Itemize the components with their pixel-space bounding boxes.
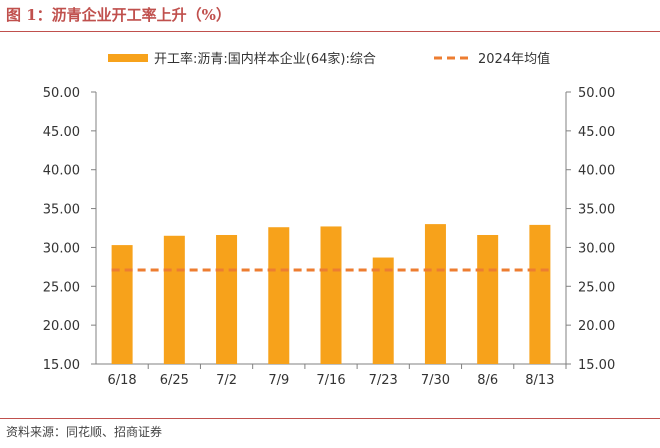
bar — [529, 224, 551, 364]
x-tick-label: 7/16 — [316, 373, 345, 388]
x-tick-label: 7/9 — [268, 373, 289, 388]
figure-title: 图 1：沥青企业开工率上升（%） — [6, 6, 231, 24]
bar — [424, 224, 446, 364]
legend-label-avg: 2024年均值 — [478, 51, 550, 67]
legend-label-bar: 开工率:沥青:国内样本企业(64家):综合 — [154, 51, 376, 67]
y-tick-label-left: 40.00 — [43, 164, 80, 179]
bar — [372, 257, 394, 364]
y-tick-label-right: 35.00 — [578, 203, 615, 218]
bar — [477, 234, 499, 364]
x-tick-label: 6/25 — [160, 373, 189, 388]
y-tick-label-left: 30.00 — [43, 241, 80, 256]
y-tick-label-right: 25.00 — [578, 280, 615, 295]
y-tick-label-left: 15.00 — [43, 358, 80, 373]
y-tick-label-right: 30.00 — [578, 241, 615, 256]
bottom-rule — [0, 418, 660, 419]
legend-swatch-bar — [108, 54, 148, 62]
y-tick-label-left: 45.00 — [43, 125, 80, 140]
y-tick-label-left: 20.00 — [43, 319, 80, 334]
y-tick-label-right: 50.00 — [578, 86, 615, 101]
y-tick-label-right: 40.00 — [578, 164, 615, 179]
y-tick-label-right: 15.00 — [578, 358, 615, 373]
y-tick-label-right: 20.00 — [578, 319, 615, 334]
top-rule — [0, 31, 660, 32]
y-tick-label-left: 35.00 — [43, 203, 80, 218]
x-tick-label: 8/13 — [525, 373, 554, 388]
x-tick-label: 7/23 — [369, 373, 398, 388]
bar — [268, 227, 290, 364]
x-tick-label: 8/6 — [477, 373, 498, 388]
x-tick-label: 7/30 — [421, 373, 450, 388]
bar — [111, 245, 133, 364]
legend: 开工率:沥青:国内样本企业(64家):综合 2024年均值 — [108, 51, 550, 67]
x-tick-label: 7/2 — [216, 373, 237, 388]
bar — [163, 235, 185, 364]
y-tick-label-left: 25.00 — [43, 280, 80, 295]
chart: 开工率:沥青:国内样本企业(64家):综合 2024年均值 15.00 15.00… — [43, 51, 615, 388]
x-tick-label: 6/18 — [108, 373, 137, 388]
source-note: 资料来源：同花顺、招商证券 — [6, 425, 163, 439]
y-tick-label-right: 45.00 — [578, 125, 615, 140]
y-tick-label-left: 50.00 — [43, 86, 80, 101]
bar — [216, 234, 238, 364]
bar — [320, 226, 342, 364]
plot-area: 15.00 15.00 20.00 20.00 25.00 25.00 30.00 30.00… — [43, 86, 615, 388]
